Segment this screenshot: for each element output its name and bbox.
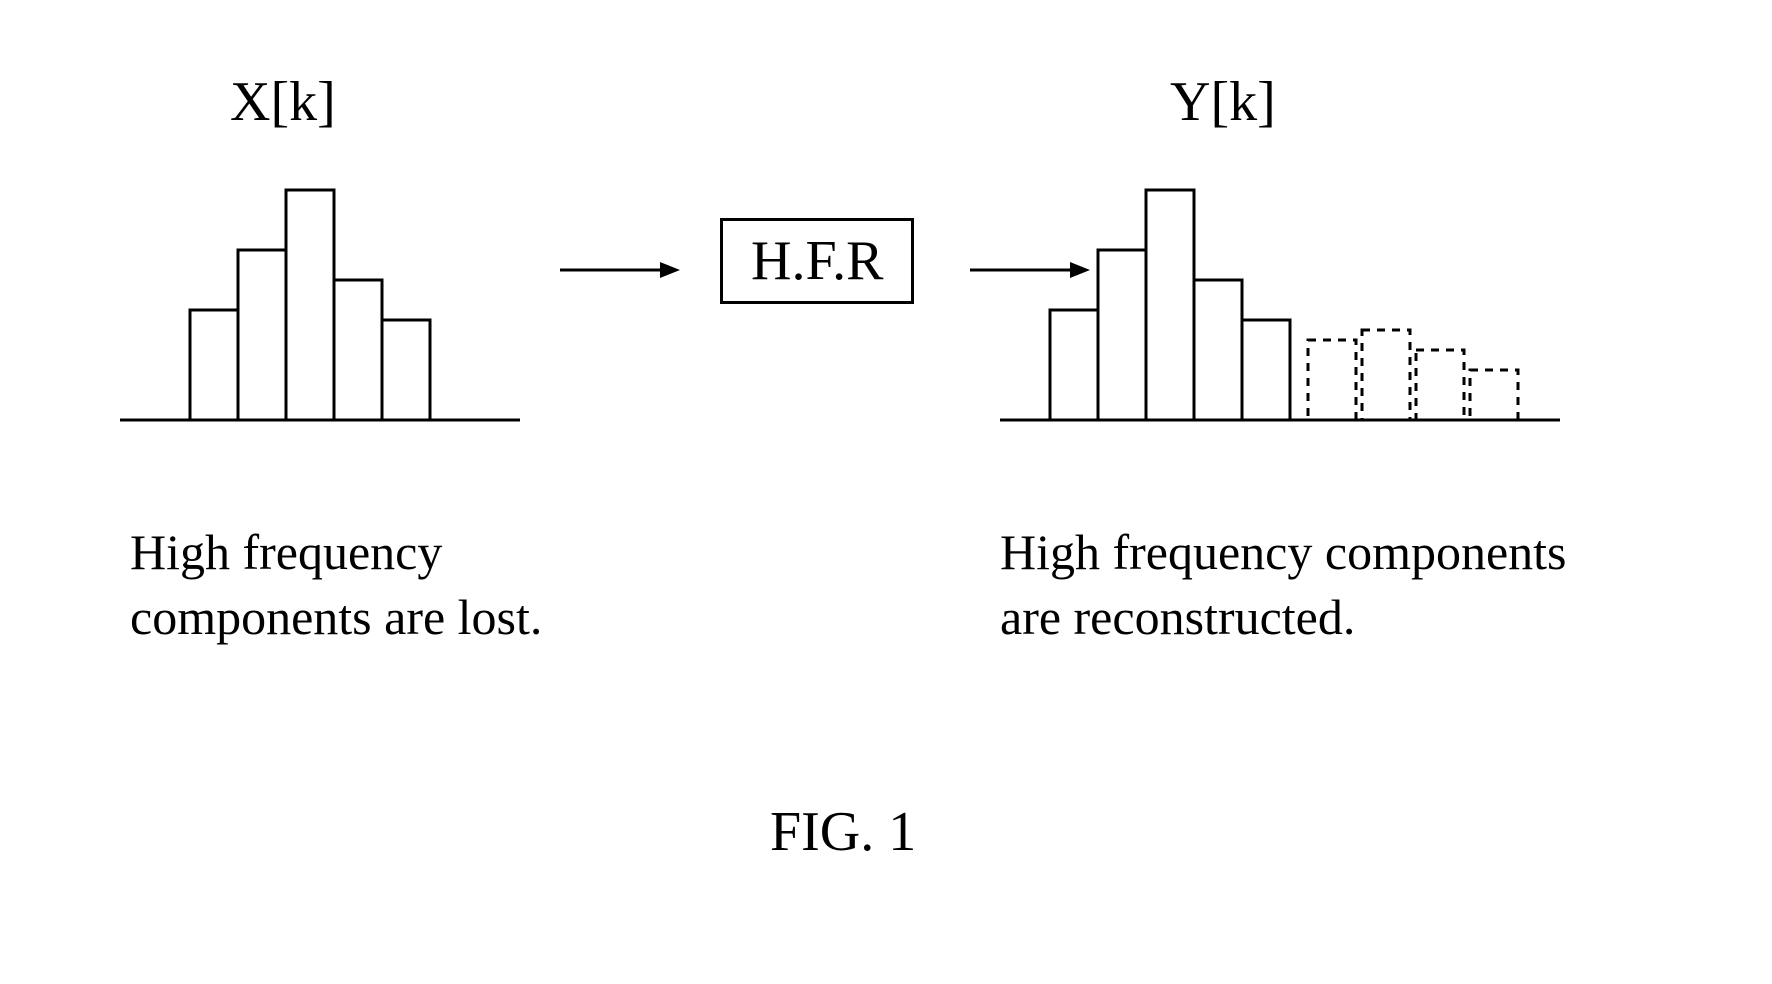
right-caption: High frequency components are reconstruc… <box>1000 520 1567 650</box>
right-chart <box>1000 180 1600 445</box>
left-caption: High frequency components are lost. <box>130 520 542 650</box>
left-title: X[k] <box>230 70 336 134</box>
process-box-label: H.F.R <box>751 230 883 292</box>
arrow-into-box <box>560 258 690 260</box>
figure-label: FIG. 1 <box>770 800 916 864</box>
left-chart <box>120 180 540 445</box>
figure-container: X[k] Y[k] H.F.R High frequency component… <box>0 0 1772 984</box>
process-box: H.F.R <box>720 218 914 304</box>
right-title: Y[k] <box>1170 70 1276 134</box>
